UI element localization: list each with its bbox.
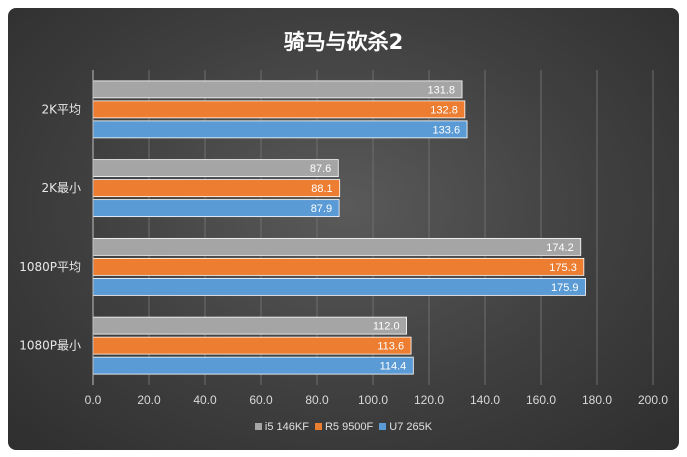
x-tick-label: 140.0 xyxy=(470,393,500,407)
data-label: 114.4 xyxy=(380,361,407,373)
legend-swatch xyxy=(254,422,262,430)
data-label: 175.3 xyxy=(549,262,577,274)
bar xyxy=(92,100,466,119)
bar xyxy=(92,237,582,256)
legend-swatch xyxy=(314,422,322,430)
bar xyxy=(92,199,340,218)
x-tick-label: 200.0 xyxy=(638,393,668,407)
data-label: 131.8 xyxy=(428,84,456,96)
x-tick-label: 180.0 xyxy=(582,393,612,407)
category-label: 2K平均 xyxy=(41,102,81,116)
legend-item: U7 265K xyxy=(379,421,432,433)
x-tick-label: 0.0 xyxy=(85,393,102,407)
bar xyxy=(92,80,463,99)
bar xyxy=(92,336,412,355)
bar xyxy=(92,159,339,178)
bar xyxy=(92,257,585,276)
data-label: 87.9 xyxy=(311,203,332,215)
x-tick-label: 120.0 xyxy=(414,393,444,407)
bars: 131.8 132.8 133.6 87.6 88.1 87.9 174.2 175.3 175… xyxy=(92,80,586,375)
bar-chart-plot: 131.8 132.8 133.6 87.6 88.1 87.9 174.2 175.3 175… xyxy=(19,70,668,407)
x-tick-label: 160.0 xyxy=(526,393,556,407)
bar xyxy=(92,316,408,335)
data-label: 112.0 xyxy=(373,321,400,333)
data-label: 88.1 xyxy=(311,183,332,195)
legend-label: U7 265K xyxy=(389,421,433,433)
bar xyxy=(92,277,586,296)
chart-card: 骑马与砍杀2 131.8 132.8 133.6 87.6 88.1 87.9 174.2 1… xyxy=(8,8,679,450)
legend: i5 146KF R5 9500F U7 265K xyxy=(8,421,679,433)
x-tick-label: 100.0 xyxy=(358,393,388,407)
legend-swatch xyxy=(379,422,387,430)
data-label: 113.6 xyxy=(377,341,404,353)
data-label: 174.2 xyxy=(546,242,574,254)
legend-item: i5 146KF xyxy=(254,421,309,433)
bar xyxy=(92,356,414,375)
data-label: 175.9 xyxy=(551,282,579,294)
category-label: 1080P最小 xyxy=(19,339,81,353)
x-tick-label: 60.0 xyxy=(249,393,273,407)
data-label: 133.6 xyxy=(433,124,461,136)
data-label: 87.6 xyxy=(310,163,331,175)
x-tick-label: 80.0 xyxy=(305,393,329,407)
x-tick-label: 20.0 xyxy=(137,393,161,407)
data-label: 132.8 xyxy=(430,104,458,116)
legend-label: R5 9500F xyxy=(324,421,374,433)
axes: 0.0 20.0 40.0 60.0 80.0 100.0 120.0 140.0 160.0 1… xyxy=(19,70,668,407)
x-tick-label: 40.0 xyxy=(193,393,217,407)
category-label: 1080P平均 xyxy=(19,260,81,274)
category-label: 2K最小 xyxy=(41,181,81,195)
legend-label: i5 146KF xyxy=(264,421,309,433)
bar xyxy=(92,120,468,139)
bar xyxy=(92,179,341,198)
chart-title: 骑马与砍杀2 xyxy=(283,30,404,54)
legend-item: R5 9500F xyxy=(314,421,374,433)
